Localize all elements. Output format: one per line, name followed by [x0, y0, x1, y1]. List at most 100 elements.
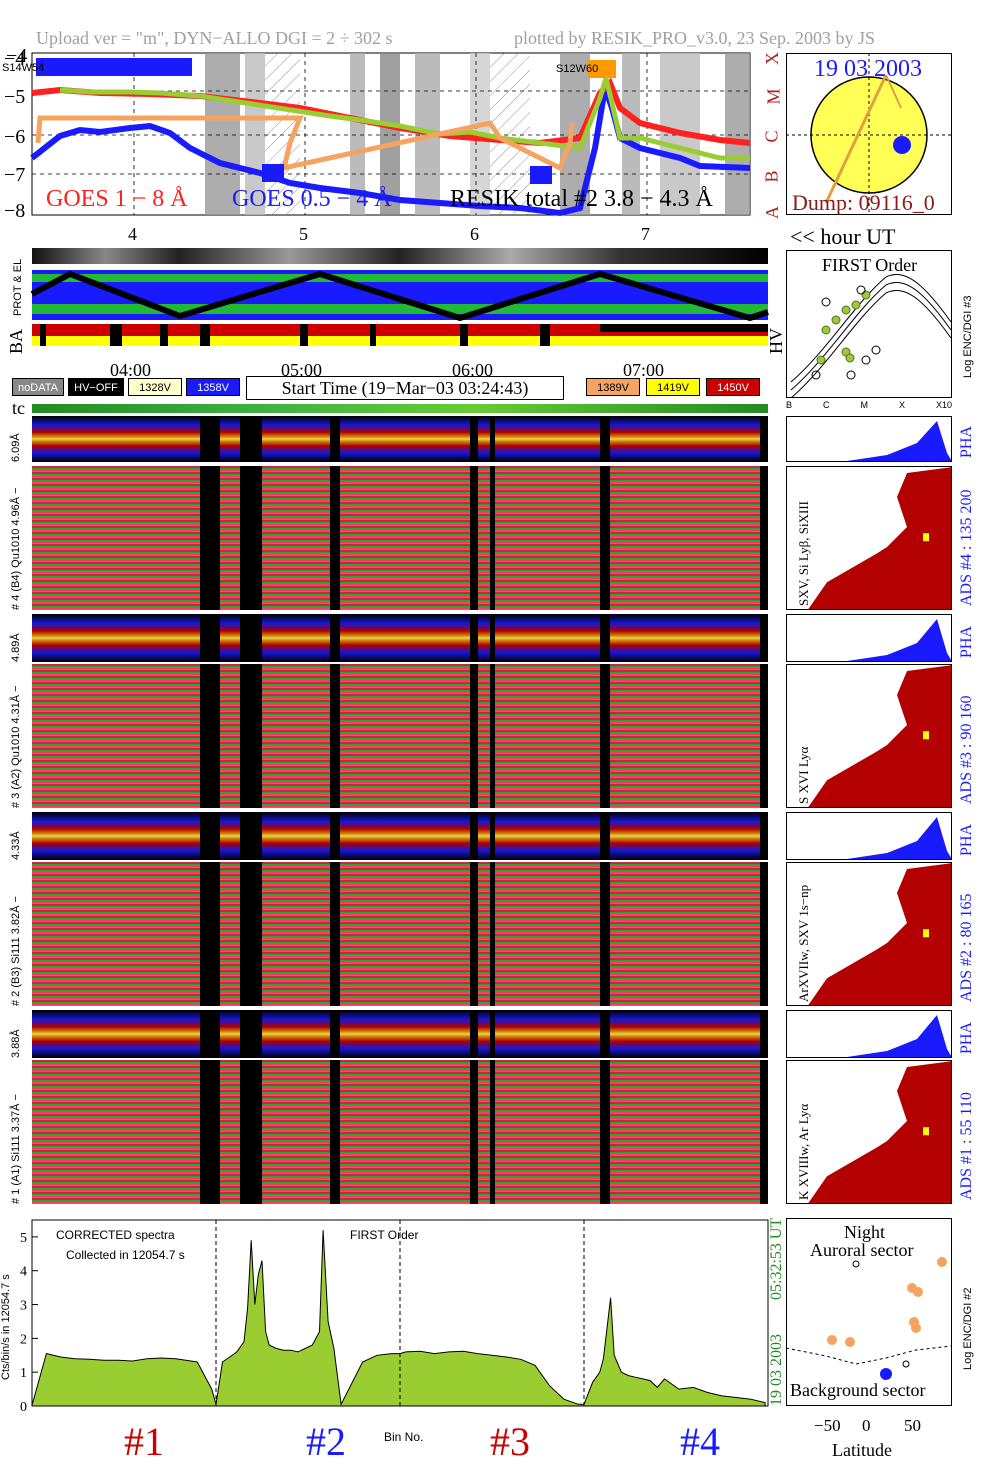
goes-ytick-8: −8 — [4, 200, 26, 222]
ads-profile-graph — [808, 665, 951, 807]
pha-segment — [478, 614, 490, 662]
spectrum-x-tick: 256 — [206, 1413, 224, 1415]
spectrogram-segment — [262, 1060, 330, 1204]
spectrogram-segment — [262, 466, 330, 610]
lat-night: Night — [844, 1222, 886, 1242]
pha-segment — [478, 812, 490, 860]
scatter-xtick: M — [860, 400, 868, 410]
channel-spectrogram — [32, 466, 768, 610]
hour-5: 5 — [299, 224, 308, 244]
spectrogram-segment — [610, 466, 760, 610]
lat-auroral: Auroral sector — [810, 1240, 914, 1260]
lat-y-label: Log ENC/DGI #2 — [962, 1287, 974, 1370]
pha-profile-graph — [847, 421, 951, 461]
lat-xtick-3: 50 — [904, 1416, 921, 1435]
goes-panel: −4 — [6, 48, 751, 217]
spectrum-x-label: Bin No. — [384, 1430, 424, 1444]
spectrum-chart: 5 4 3 2 1 00 256 512 768 — [20, 1219, 769, 1415]
spectrogram-segment — [340, 862, 470, 1006]
ads-profile-graph — [808, 863, 951, 1005]
pha-segment — [32, 1010, 200, 1058]
pha-segment — [220, 416, 240, 462]
pha-profile-graph — [847, 619, 951, 661]
spectrogram-segment — [610, 1060, 760, 1204]
scatter-y-label: Log ENC/DGI #3 — [962, 295, 974, 378]
legend-goes-short: GOES 0.5 − 4 Å — [232, 186, 392, 212]
pha-segment — [220, 1010, 240, 1058]
goes-class-A: A — [762, 206, 782, 219]
ads-line-label: ArXVIIw, SXV 1s−np — [796, 884, 811, 1002]
hour-6: 6 — [470, 224, 479, 244]
legend-1389v: 1389V — [586, 378, 640, 396]
pha-wavelength-label: 6.09Å — [10, 433, 22, 462]
channel-label: # 3 (A2) Qu1010 4.31Å − — [10, 685, 22, 808]
header-left: Upload ver = "m", DYN−ALLO DGI = 2 ÷ 302… — [36, 28, 393, 48]
pha-segment — [340, 614, 470, 662]
pha-segment — [495, 614, 600, 662]
first-order-scatter — [786, 250, 952, 398]
spectrogram-segment — [220, 664, 240, 808]
resik-curve — [59, 68, 750, 161]
spectrogram-segment — [32, 664, 200, 808]
goes-ytick-5: −5 — [4, 86, 26, 108]
spectrum-y-label: Cts/bin/s in 12054.7 s — [0, 1274, 12, 1380]
spectrogram-segment — [32, 466, 200, 610]
legend-1450v: 1450V — [706, 378, 760, 396]
time-0400: 04:00 — [110, 360, 152, 380]
pha-segment — [478, 1010, 490, 1058]
spectrogram-segment — [478, 862, 490, 1006]
night-band — [205, 53, 240, 215]
hour-7: 7 — [641, 224, 650, 244]
spectrum-y-tick: 5 — [20, 1231, 27, 1246]
scatter-title: FIRST Order — [822, 255, 918, 275]
ads-line-label: SXV, Si Lyβ, SiXIII — [796, 501, 811, 606]
spectrogram-segment — [340, 1060, 470, 1204]
spectrum-x-tick: 0 — [30, 1413, 36, 1415]
pha-segment — [262, 1010, 330, 1058]
ads-label: ADS #2 : 80 165 — [958, 893, 975, 1002]
channel-label-2: #2 — [306, 1419, 346, 1464]
status-strips — [30, 248, 769, 346]
ads-line-label: S XVI Lyα — [796, 746, 811, 804]
pha-segment — [32, 614, 200, 662]
legend-1328v: 1328V — [128, 378, 182, 396]
pha-profile-graph — [847, 817, 951, 859]
goes-class-B: B — [761, 170, 782, 183]
lat-x-label: Latitude — [832, 1440, 892, 1460]
pha-spectrogram — [32, 812, 768, 860]
legend-1419v: 1419V — [646, 378, 700, 396]
spectrogram-segment — [32, 1060, 200, 1204]
ads-label: ADS #1 : 55 110 — [958, 1092, 975, 1200]
header-right: plotted by RESIK_PRO_v3.0, 23 Sep. 2003 … — [514, 28, 876, 48]
goes-class-M: M — [763, 88, 784, 105]
pha-segment — [262, 416, 330, 462]
scatter-xtick: B — [786, 400, 793, 410]
channel-label: # 4 (B4) Qu1010 4.96Å − — [10, 487, 22, 610]
label-prot-el: PROT & EL — [12, 258, 24, 316]
spectrogram-segment — [32, 862, 200, 1006]
sun-position-box — [786, 53, 952, 215]
spectrogram-segment — [220, 862, 240, 1006]
goes-class-X: X — [762, 52, 782, 65]
pha-word: PHA — [958, 823, 975, 856]
spectrogram-segment — [478, 664, 490, 808]
hour-ut-label: << hour UT — [790, 224, 896, 249]
night-band — [725, 53, 750, 215]
legend-start-time: Start Time (19−Mar−03 03:24:43) — [246, 376, 564, 400]
goes-ytick-7: −7 — [4, 164, 26, 186]
spectrogram-segment — [340, 466, 470, 610]
hour-4: 4 — [128, 224, 137, 244]
pha-segment — [610, 1010, 760, 1058]
y-tick: −4 — [6, 48, 27, 67]
box-top-label: S14W54 — [2, 62, 45, 74]
spectrogram-segment — [610, 664, 760, 808]
spectrum-note1: CORRECTED spectra — [56, 1228, 175, 1242]
spectrogram-segment — [495, 862, 600, 1006]
spectrogram-segment — [495, 1060, 600, 1204]
channel-label-1: #1 — [124, 1419, 164, 1464]
pha-wavelength-label: 4.33Å — [10, 831, 22, 860]
scatter-xtick: X — [898, 400, 905, 410]
ads-profile — [786, 862, 952, 1006]
goes-ytick-6: −6 — [4, 126, 26, 148]
pha-profile — [786, 416, 952, 462]
